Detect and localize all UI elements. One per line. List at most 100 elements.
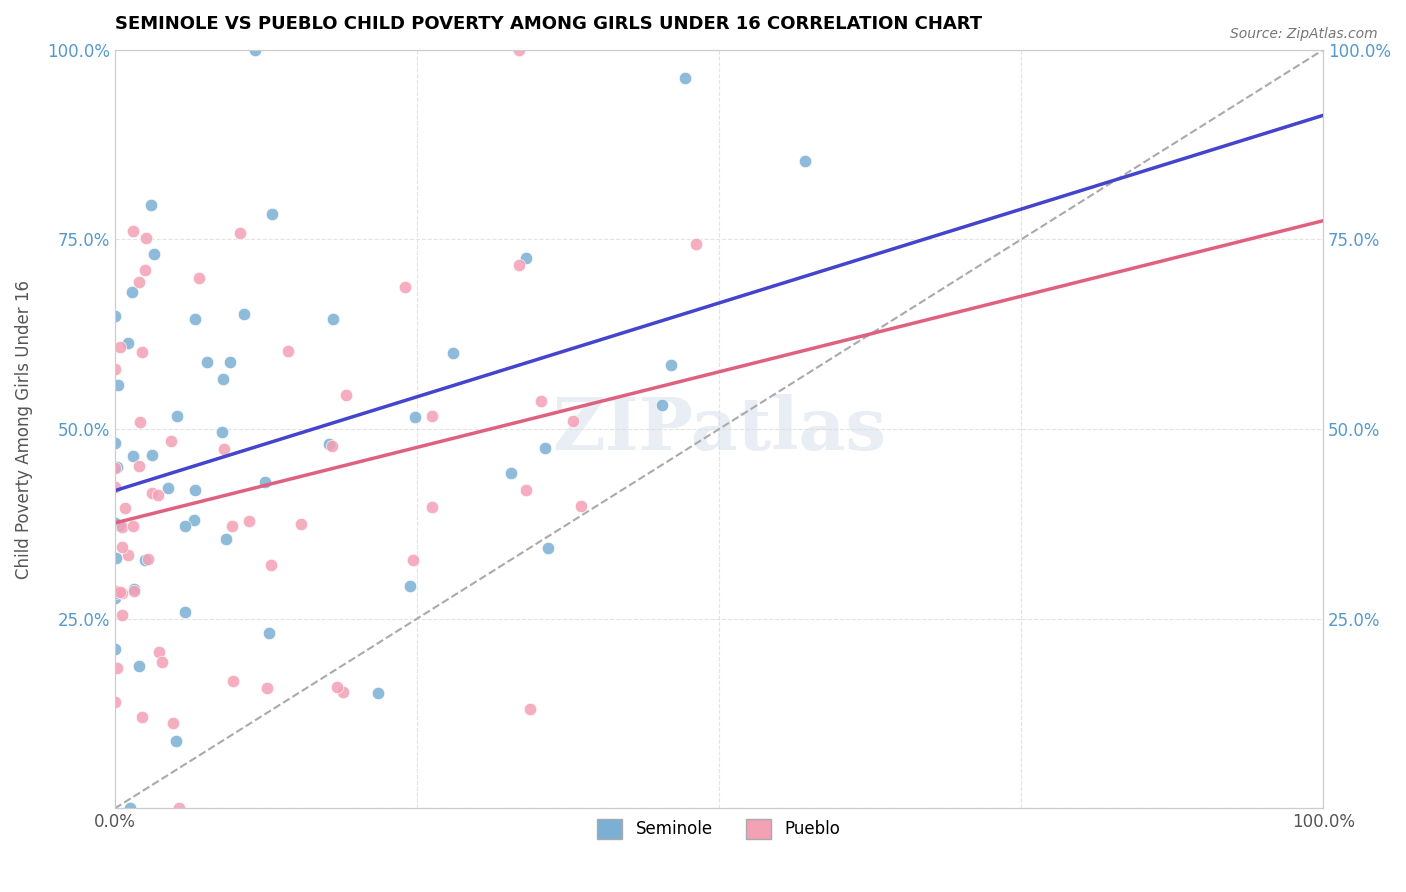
- Seminole: [257, 626, 280, 640]
- Seminole: [107, 378, 129, 392]
- Seminole: [499, 466, 522, 480]
- Seminole: [166, 409, 188, 423]
- Text: ZIPatlas: ZIPatlas: [553, 393, 886, 465]
- Pueblo: [117, 548, 139, 562]
- Pueblo: [104, 361, 127, 376]
- Seminole: [673, 71, 696, 86]
- Pueblo: [146, 488, 169, 502]
- Seminole: [262, 207, 284, 221]
- Seminole: [104, 435, 127, 450]
- Seminole: [122, 449, 145, 463]
- Seminole: [121, 285, 143, 299]
- Pueblo: [562, 414, 585, 428]
- Seminole: [367, 685, 389, 699]
- Seminole: [793, 154, 815, 169]
- Pueblo: [325, 681, 347, 695]
- Seminole: [104, 309, 127, 323]
- Pueblo: [111, 608, 134, 623]
- Seminole: [104, 516, 127, 530]
- Seminole: [107, 518, 129, 533]
- Seminole: [104, 586, 127, 600]
- Seminole: [134, 552, 156, 566]
- Pueblo: [290, 517, 312, 532]
- Seminole: [399, 579, 422, 593]
- Seminole: [651, 398, 673, 412]
- Pueblo: [221, 519, 243, 533]
- Seminole: [441, 346, 464, 360]
- Seminole: [211, 425, 233, 439]
- Pueblo: [508, 258, 530, 272]
- Pueblo: [162, 716, 184, 731]
- Pueblo: [135, 231, 157, 245]
- Seminole: [122, 582, 145, 596]
- Pueblo: [128, 459, 150, 474]
- Seminole: [173, 518, 195, 533]
- Seminole: [215, 532, 238, 546]
- Pueblo: [128, 415, 150, 429]
- Pueblo: [122, 224, 145, 238]
- Pueblo: [394, 279, 416, 293]
- Pueblo: [148, 645, 170, 659]
- Seminole: [183, 513, 205, 527]
- Seminole: [254, 475, 277, 489]
- Pueblo: [105, 584, 128, 599]
- Seminole: [245, 43, 267, 57]
- Seminole: [157, 481, 180, 495]
- Pueblo: [222, 673, 245, 688]
- Pueblo: [160, 434, 183, 449]
- Pueblo: [111, 520, 134, 534]
- Pueblo: [519, 702, 541, 716]
- Seminole: [141, 448, 163, 462]
- Seminole: [537, 541, 560, 556]
- Pueblo: [134, 263, 156, 277]
- Seminole: [139, 198, 162, 212]
- Seminole: [404, 409, 426, 424]
- Pueblo: [569, 500, 592, 514]
- Pueblo: [260, 558, 283, 572]
- Pueblo: [107, 661, 129, 675]
- Pueblo: [212, 442, 235, 457]
- Pueblo: [111, 586, 134, 600]
- Pueblo: [108, 340, 131, 354]
- Seminole: [142, 247, 165, 261]
- Pueblo: [104, 480, 127, 494]
- Pueblo: [515, 483, 537, 498]
- Pueblo: [508, 43, 530, 57]
- Pueblo: [188, 271, 211, 285]
- Pueblo: [108, 585, 131, 599]
- Seminole: [104, 641, 127, 656]
- Pueblo: [114, 500, 136, 515]
- Text: SEMINOLE VS PUEBLO CHILD POVERTY AMONG GIRLS UNDER 16 CORRELATION CHART: SEMINOLE VS PUEBLO CHILD POVERTY AMONG G…: [115, 15, 981, 33]
- Seminole: [128, 659, 150, 673]
- Pueblo: [167, 801, 190, 815]
- Seminole: [165, 733, 187, 747]
- Seminole: [183, 311, 205, 326]
- Pueblo: [277, 344, 299, 359]
- Seminole: [105, 551, 128, 566]
- Pueblo: [256, 681, 278, 696]
- Seminole: [211, 371, 233, 385]
- Pueblo: [229, 226, 252, 240]
- Seminole: [174, 605, 197, 619]
- Seminole: [322, 311, 344, 326]
- Seminole: [118, 801, 141, 815]
- Pueblo: [332, 685, 354, 699]
- Seminole: [104, 591, 127, 605]
- Seminole: [534, 441, 557, 455]
- Pueblo: [685, 237, 707, 252]
- Pueblo: [529, 393, 551, 408]
- Seminole: [105, 459, 128, 474]
- Seminole: [117, 336, 139, 351]
- Y-axis label: Child Poverty Among Girls Under 16: Child Poverty Among Girls Under 16: [15, 279, 32, 579]
- Seminole: [219, 355, 242, 369]
- Pueblo: [104, 461, 127, 475]
- Pueblo: [121, 519, 143, 533]
- Pueblo: [136, 552, 159, 566]
- Pueblo: [141, 485, 163, 500]
- Legend: Seminole, Pueblo: Seminole, Pueblo: [591, 812, 846, 846]
- Pueblo: [420, 500, 443, 515]
- Pueblo: [104, 695, 127, 709]
- Seminole: [184, 483, 207, 497]
- Seminole: [659, 358, 682, 372]
- Pueblo: [150, 655, 173, 669]
